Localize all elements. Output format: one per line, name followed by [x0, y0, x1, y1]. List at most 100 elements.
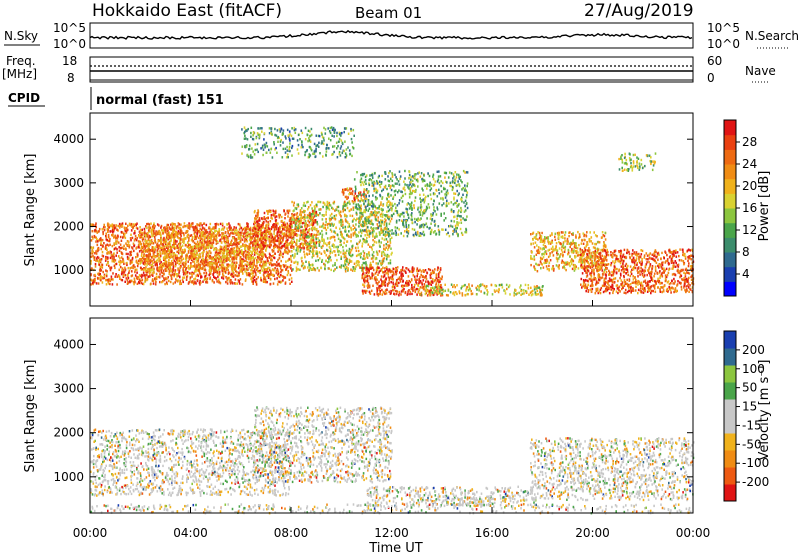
scatter-cell: [265, 245, 268, 249]
scatter-cell: [344, 255, 347, 258]
scatter-cell: [313, 215, 316, 218]
scatter-cell: [299, 248, 302, 252]
scatter-cell: [343, 255, 346, 258]
scatter-cell: [208, 226, 210, 229]
scatter-cell: [190, 256, 192, 259]
scatter-cell: [419, 268, 421, 272]
scatter-cell: [348, 252, 350, 255]
nsky-tick-bottom: 10^0: [53, 37, 86, 51]
scatter-cell: [311, 238, 314, 242]
scatter-cell: [276, 264, 279, 267]
scatter-cell: [301, 243, 304, 246]
scatter-cell: [304, 255, 306, 259]
scatter-cell: [108, 239, 111, 243]
scatter-cell: [173, 247, 176, 250]
scatter-cell: [137, 254, 139, 257]
scatter-cell: [202, 264, 205, 267]
scatter-cell: [297, 217, 300, 221]
scatter-cell: [126, 255, 129, 259]
scatter-cell: [149, 249, 152, 252]
scatter-cell: [312, 210, 314, 213]
scatter-cell: [216, 270, 219, 274]
scatter-cell: [153, 255, 155, 258]
scatter-cell: [217, 223, 220, 226]
scatter-cell: [235, 269, 237, 273]
scatter-cell: [138, 243, 141, 246]
scatter-cell: [373, 240, 376, 243]
scatter-cell: [207, 255, 210, 258]
scatter-cell: [124, 269, 126, 272]
scatter-cell: [264, 270, 266, 273]
scatter-cell: [292, 241, 295, 244]
scatter-cell: [216, 256, 219, 260]
scatter-cell: [312, 268, 314, 271]
scatter-cell: [98, 263, 101, 266]
scatter-cell: [192, 240, 194, 243]
scatter-cell: [408, 283, 410, 286]
scatter-cell: [359, 254, 361, 257]
scatter-cell: [310, 233, 313, 236]
scatter-cell: [172, 233, 175, 237]
scatter-cell: [261, 269, 264, 272]
scatter-cell: [229, 263, 231, 267]
scatter-cell: [104, 247, 107, 250]
scatter-cell: [119, 225, 121, 228]
scatter-cell: [212, 241, 215, 244]
scatter-cell: [147, 260, 149, 264]
scatter-cell: [313, 233, 315, 237]
scatter-cell: [279, 253, 281, 256]
scatter-cell: [277, 227, 280, 230]
scatter-cell: [190, 280, 193, 283]
scatter-cell: [185, 267, 188, 270]
scatter-cell: [164, 258, 167, 262]
scatter-cell: [123, 226, 126, 229]
scatter-cell: [396, 281, 398, 285]
scatter-cell: [127, 243, 130, 246]
scatter-cell: [327, 226, 329, 229]
scatter-cell: [309, 264, 312, 267]
scatter-cell: [367, 229, 370, 232]
scatter-cell: [152, 279, 155, 283]
scatter-cell: [111, 233, 113, 237]
scatter-cell: [348, 258, 351, 262]
scatter-cell: [410, 287, 413, 291]
scatter-cell: [311, 223, 314, 226]
scatter-cell: [386, 253, 389, 257]
scatter-cell: [200, 275, 203, 279]
scatter-cell: [106, 243, 109, 246]
scatter-cell: [180, 238, 182, 241]
scatter-cell: [405, 267, 407, 270]
scatter-cell: [204, 274, 207, 278]
scatter-cell: [269, 232, 271, 235]
scatter-cell: [266, 280, 268, 284]
scatter-cell: [345, 266, 348, 269]
scatter-cell: [306, 216, 309, 219]
scatter-cell: [363, 252, 366, 255]
scatter-cell: [333, 200, 336, 204]
scatter-cell: [146, 278, 148, 282]
scatter-cell: [144, 261, 146, 265]
scatter-cell: [439, 277, 442, 280]
scatter-cell: [375, 268, 378, 271]
scatter-cell: [151, 235, 153, 238]
scatter-cell: [326, 248, 328, 252]
scatter-cell: [143, 230, 146, 233]
scatter-cell: [94, 224, 97, 227]
scatter-cell: [197, 247, 199, 250]
scatter-cell: [196, 279, 199, 282]
scatter-cell: [367, 243, 370, 246]
scatter-cell: [131, 256, 134, 260]
scatter-cell: [346, 249, 348, 252]
scatter-cell: [143, 253, 145, 256]
scatter-cell: [138, 240, 141, 243]
scatter-cell: [182, 267, 185, 270]
scatter-cell: [227, 253, 230, 256]
scatter-cell: [297, 203, 300, 206]
scatter-cell: [261, 231, 263, 234]
scatter-cell: [300, 237, 302, 241]
scatter-cell: [130, 261, 132, 264]
scatter-cell: [309, 240, 311, 243]
scatter-cell: [352, 228, 355, 231]
scatter-cell: [380, 203, 382, 206]
scatter-cell: [253, 233, 255, 236]
